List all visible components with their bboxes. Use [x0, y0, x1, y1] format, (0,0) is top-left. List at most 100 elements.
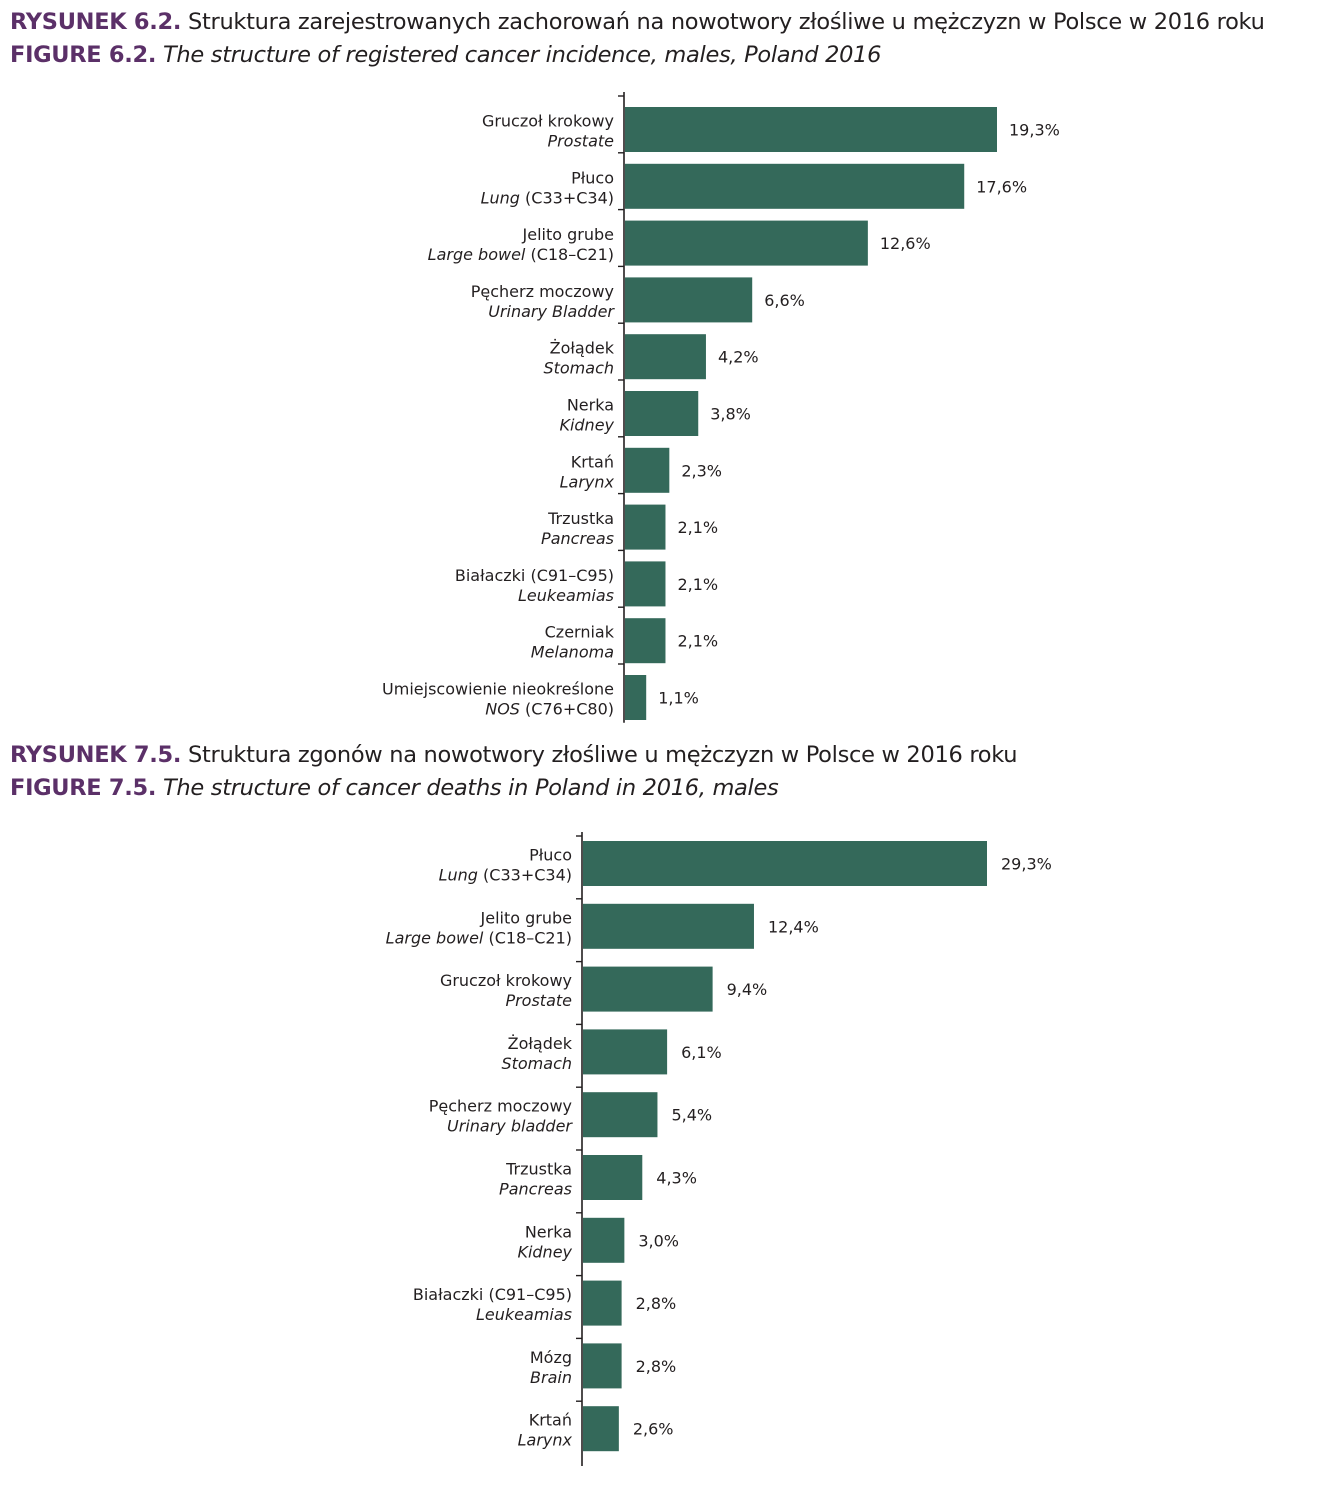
bar — [583, 1155, 643, 1200]
bar — [583, 966, 713, 1012]
bar — [583, 1217, 625, 1263]
figure-6-2-text-pl: Struktura zarejestrowanych zachorowań na… — [188, 9, 1265, 35]
category-label-en: Larynx — [518, 1431, 573, 1450]
category-label-en: Kidney — [517, 1242, 572, 1261]
category-label-en-name: Prostate — [547, 132, 614, 151]
category-label-en-name: Stomach — [543, 359, 614, 378]
figure-6-2-number-pl: RYSUNEK 6.2. — [10, 9, 182, 35]
category-label-en-name: Stomach — [501, 1054, 572, 1073]
bar-value-label: 12,4% — [768, 917, 819, 936]
category-label-en: Prostate — [547, 132, 614, 151]
category-label-en-code: (C76+C80) — [520, 700, 614, 719]
bar-value-label: 3,0% — [638, 1231, 679, 1250]
category-label-en-name: Leukeamias — [518, 586, 614, 605]
category-label-pl: Jelito grube — [480, 908, 572, 927]
category-label-en-name: Leukeamias — [476, 1305, 572, 1324]
category-label-en: Leukeamias — [518, 586, 614, 605]
category-label-en: Brain — [530, 1368, 572, 1387]
category-label-pl: Żołądek — [550, 339, 615, 358]
bar — [625, 561, 666, 607]
category-label-pl: Trzustka — [547, 509, 614, 528]
bar-value-label: 9,4% — [727, 980, 768, 999]
category-label-en-name: Pancreas — [541, 529, 614, 548]
bar — [625, 163, 965, 209]
category-label-en-code: (C33+C34) — [520, 188, 614, 207]
bar — [625, 220, 868, 266]
category-label-en-name: Large bowel — [428, 245, 526, 264]
category-label-pl: Trzustka — [505, 1160, 572, 1179]
category-label-en: Lung (C33+C34) — [439, 866, 572, 885]
category-label-en: Large bowel (C18–C21) — [428, 245, 614, 264]
bar — [583, 1092, 658, 1138]
category-label-en: Melanoma — [531, 643, 614, 662]
bar — [583, 1280, 622, 1326]
category-label-en-name: Brain — [530, 1368, 572, 1387]
bar-value-label: 2,6% — [633, 1420, 674, 1439]
bar — [625, 618, 666, 664]
incidence-bar-chart: 19,3%Gruczoł krokowyProstate17,6%PłucoLu… — [382, 92, 1060, 723]
bar-value-label: 12,6% — [880, 234, 931, 253]
category-label-en-name: Urinary Bladder — [488, 302, 615, 321]
category-label-en-name: Lung — [439, 866, 478, 885]
category-label-en: Pancreas — [499, 1180, 572, 1199]
bar — [625, 447, 670, 493]
bar — [583, 1406, 619, 1452]
category-label-pl: Pęcherz moczowy — [471, 282, 614, 301]
figure-7-5-title-en: FIGURE 7.5. The structure of cancer deat… — [10, 772, 1017, 805]
category-label-en: Pancreas — [541, 529, 614, 548]
bar — [583, 1343, 622, 1389]
bar-value-label: 1,1% — [658, 689, 699, 708]
category-label-en: NOS (C76+C80) — [485, 700, 614, 719]
category-label-en-name: Kidney — [559, 416, 614, 435]
figure-7-5-number-pl: RYSUNEK 7.5. — [10, 742, 182, 768]
category-label-en-name: NOS — [485, 700, 520, 719]
figure-6-2-title-en: FIGURE 6.2. The structure of registered … — [10, 39, 1265, 72]
category-label-pl: Gruczoł krokowy — [482, 112, 614, 131]
bar — [583, 903, 754, 949]
category-label-pl: Żołądek — [508, 1034, 573, 1053]
figure-6-2-heading: RYSUNEK 6.2. Struktura zarejestrowanych … — [10, 6, 1265, 72]
category-label-pl: Płuco — [571, 168, 614, 187]
bar — [625, 334, 706, 380]
figure-6-2-title-pl: RYSUNEK 6.2. Struktura zarejestrowanych … — [10, 6, 1265, 39]
category-label-en-name: Large bowel — [386, 928, 484, 947]
category-label-en-code: (C33+C34) — [478, 866, 572, 885]
category-label-en-name: Lung — [481, 188, 520, 207]
figure-7-5-title-pl: RYSUNEK 7.5. Struktura zgonów na nowotwo… — [10, 739, 1018, 772]
category-label-en-name: Kidney — [517, 1242, 572, 1261]
bar-value-label: 2,1% — [677, 632, 718, 651]
figure-7-5-heading: RYSUNEK 7.5. Struktura zgonów na nowotwo… — [10, 739, 1018, 805]
category-label-en: Urinary bladder — [447, 1117, 573, 1136]
category-label-en-name: Larynx — [518, 1431, 573, 1450]
bar-value-label: 5,4% — [671, 1106, 712, 1125]
category-label-en: Lung (C33+C34) — [481, 188, 614, 207]
bar-value-label: 4,2% — [718, 348, 759, 367]
category-label-en-name: Pancreas — [499, 1180, 572, 1199]
bar — [625, 675, 647, 720]
bar-value-label: 19,3% — [1009, 121, 1060, 140]
category-label-en-code: (C18–C21) — [483, 928, 572, 947]
figure-6-2-text-en: The structure of registered cancer incid… — [162, 42, 882, 68]
bar-value-label: 29,3% — [1001, 855, 1052, 874]
bar-value-label: 6,1% — [681, 1043, 722, 1062]
category-label-en: Large bowel (C18–C21) — [386, 928, 572, 947]
category-label-en: Prostate — [505, 991, 572, 1010]
category-label-en: Leukeamias — [476, 1305, 572, 1324]
category-label-en-name: Melanoma — [531, 643, 614, 662]
category-label-pl: Czerniak — [545, 623, 615, 642]
category-label-pl: Białaczki (C91–C95) — [413, 1285, 572, 1304]
bar — [625, 504, 666, 550]
bar — [625, 391, 699, 436]
category-label-pl: Pęcherz moczowy — [429, 1097, 572, 1116]
bar-value-label: 4,3% — [656, 1169, 697, 1188]
figure-7-5-number-en: FIGURE 7.5. — [10, 775, 157, 801]
category-label-en: Larynx — [560, 472, 615, 491]
figure-7-5-text-en: The structure of cancer deaths in Poland… — [162, 775, 779, 801]
bar-value-label: 2,1% — [677, 518, 718, 537]
category-label-pl: Krtań — [571, 452, 614, 471]
category-label-pl: Nerka — [525, 1222, 572, 1241]
category-label-pl: Umiejscowienie nieokreślone — [382, 680, 614, 699]
category-label-pl: Płuco — [529, 846, 572, 865]
category-label-en: Kidney — [559, 416, 614, 435]
